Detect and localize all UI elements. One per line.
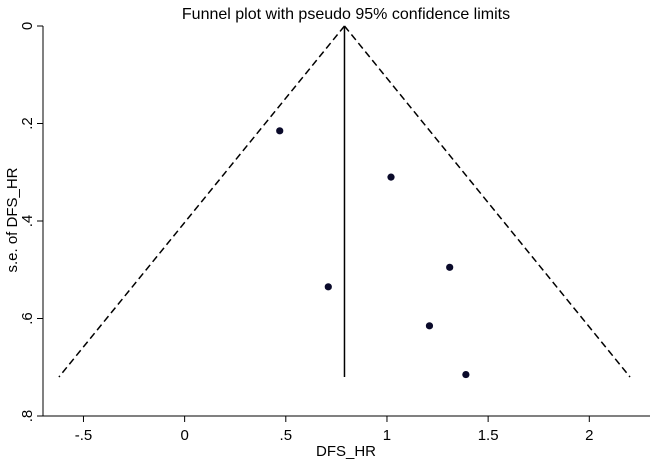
study-point — [425, 322, 434, 330]
x-tick-label: 1.5 — [478, 427, 499, 444]
x-tick-label: 1 — [383, 427, 391, 444]
y-axis-title: s.e. of DFS_HR — [4, 167, 21, 272]
axes: -.5 0 .5 1 1.5 2 0 .2 .4 .6 .8 — [19, 22, 650, 444]
y-tick-label: .8 — [19, 410, 36, 423]
x-tick-label: 2 — [585, 427, 593, 444]
y-tick-label: .6 — [19, 312, 36, 325]
upper-confidence-limit — [343, 25, 631, 378]
chart-title: Funnel plot with pseudo 95% confidence l… — [182, 6, 510, 23]
x-tick-label: .5 — [280, 427, 293, 444]
study-point — [324, 283, 332, 291]
study-point — [446, 263, 454, 271]
x-tick-label: 0 — [180, 427, 188, 444]
x-axis-title: DFS_HR — [316, 443, 376, 460]
y-tick-label: 0 — [19, 22, 36, 30]
y-tick-label: .2 — [19, 117, 36, 130]
x-tick-label: -.5 — [75, 427, 93, 444]
study-point — [462, 370, 470, 379]
lower-confidence-limit — [58, 25, 346, 378]
plot-marks — [58, 25, 631, 379]
study-point — [387, 173, 395, 181]
study-point — [276, 127, 284, 135]
y-tick-label: .4 — [19, 215, 36, 228]
